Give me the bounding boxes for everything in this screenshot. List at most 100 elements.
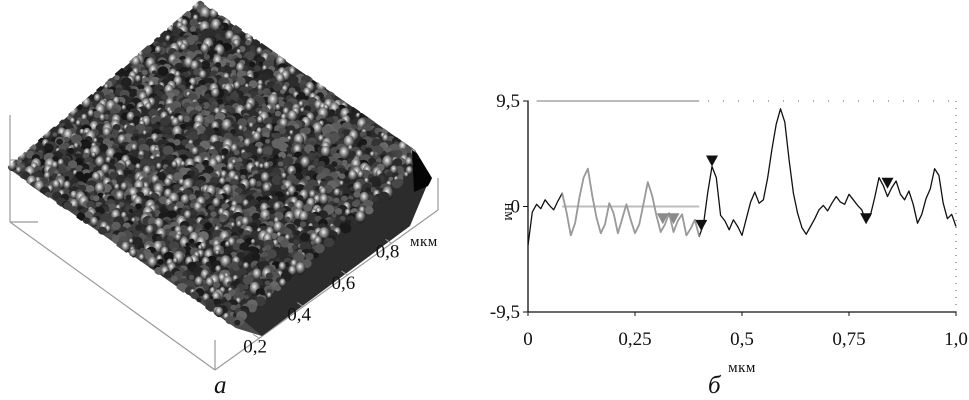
surface-grain <box>305 252 314 261</box>
surface-grain <box>241 152 249 159</box>
surface-grain <box>299 232 311 242</box>
surface-bump <box>236 220 243 228</box>
profile-marker <box>695 219 708 231</box>
surface-grain <box>114 67 125 77</box>
surface-grain <box>313 222 319 228</box>
surface-bump <box>121 241 130 253</box>
surface-grain <box>275 257 281 262</box>
height-profile-panel: 0 0,25 0,5 0,75 1,0 9,50-9,5 мкм нм б <box>490 91 968 399</box>
surface-grain <box>131 236 143 247</box>
surface-bump <box>309 190 316 199</box>
surface-grain <box>159 117 170 126</box>
surface-grain <box>312 161 319 167</box>
surface-bump <box>81 97 91 109</box>
surface-grain <box>230 304 237 311</box>
surface-grain <box>171 276 178 282</box>
surface-grain <box>349 186 355 192</box>
surface-grain <box>351 106 361 114</box>
surface-grain <box>293 252 305 263</box>
surface-grain <box>236 98 244 106</box>
surface-grain <box>52 191 62 201</box>
surface-grain <box>135 217 140 222</box>
surface-grain <box>330 132 341 142</box>
surface-grain <box>299 221 307 228</box>
surface-grain <box>233 149 240 156</box>
surface-grain <box>301 151 307 156</box>
surface-grain <box>232 242 242 251</box>
surface-grain <box>65 165 72 171</box>
surface-bump <box>129 248 137 258</box>
surface-bump <box>256 115 264 124</box>
surface-grain <box>315 186 320 190</box>
surface-grain <box>288 201 295 208</box>
surface-grain <box>375 181 382 187</box>
surface-grain <box>262 247 267 252</box>
surface-grain <box>249 145 260 155</box>
surface-grain <box>339 173 346 179</box>
y-tick-label: 0 <box>511 197 521 218</box>
surface-grain <box>202 102 210 109</box>
surface-grain <box>111 221 121 231</box>
surface-grain <box>183 230 190 236</box>
surface-grain <box>93 195 100 202</box>
surface-grain <box>296 94 303 100</box>
surface-grain <box>89 191 95 196</box>
surface-bump <box>319 187 327 197</box>
surface-bump <box>348 169 358 182</box>
surface-grain <box>225 315 235 325</box>
surface-grain <box>240 174 246 180</box>
profile-reference-lines <box>536 100 700 208</box>
surface-axes-box <box>9 115 439 371</box>
surface-tick-label: 0,8 <box>376 241 400 262</box>
surface-grain <box>314 244 325 254</box>
surface-bump <box>90 216 99 227</box>
surface-bump <box>210 18 222 33</box>
profile-series-group <box>527 108 957 246</box>
surface-grain <box>63 201 73 210</box>
surface-grain <box>127 163 135 171</box>
surface-grain <box>386 171 393 177</box>
surface-grain <box>236 304 241 309</box>
surface-bump <box>215 249 220 256</box>
surface-grain <box>133 128 139 134</box>
surface-grain <box>341 195 348 202</box>
surface-grain <box>280 89 286 94</box>
profile-y-axis-label: нм <box>501 203 517 222</box>
profile-line-highlight <box>561 167 701 237</box>
surface-bump <box>174 233 182 242</box>
surface-bump <box>7 160 17 172</box>
y-tick-label: -9,5 <box>490 302 520 323</box>
surface-grain <box>196 297 202 303</box>
surface-grain <box>70 206 78 213</box>
surface-bump <box>259 163 264 170</box>
surface-tick-label: 0,4 <box>287 305 311 326</box>
surface-grain <box>256 56 266 65</box>
surface-grain <box>173 139 181 146</box>
surface-grain <box>288 87 296 94</box>
surface-grain <box>239 168 248 176</box>
surface-grain <box>167 73 175 81</box>
surface-bump <box>355 210 366 224</box>
surface-bump <box>404 171 409 178</box>
surface-grain <box>104 94 111 100</box>
surface-bump <box>171 160 178 169</box>
profile-line-profile <box>527 108 957 246</box>
surface-grain <box>63 136 70 143</box>
surface-bump <box>211 87 220 99</box>
surface-grain <box>188 274 195 280</box>
surface-grain <box>392 158 403 167</box>
surface-grain <box>293 191 299 197</box>
surface-bump <box>104 83 109 90</box>
surface-grain <box>213 281 220 289</box>
surface-grain <box>183 115 191 123</box>
surface-bump <box>15 166 22 174</box>
surface-grain <box>252 39 260 46</box>
surface-tick-mark <box>341 270 348 276</box>
surface-bump <box>281 172 287 180</box>
surface-grain <box>264 280 271 286</box>
surface-grain <box>151 70 157 75</box>
surface-grain <box>340 223 352 234</box>
surface-bump <box>248 178 257 189</box>
surface-grain <box>272 83 282 92</box>
surface-grain <box>231 75 238 81</box>
